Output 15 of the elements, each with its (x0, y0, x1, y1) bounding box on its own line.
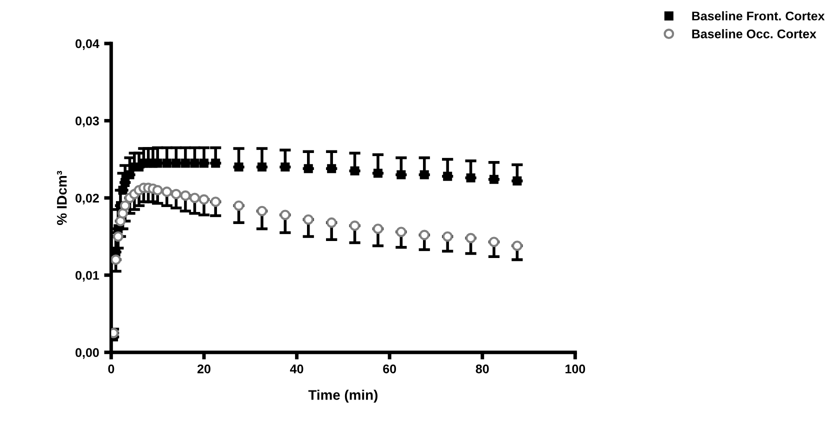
legend-label: Baseline Occ. Cortex (692, 29, 816, 38)
y-tick-label: 0,04 (76, 39, 100, 50)
x-axis-title: Time (min) (308, 390, 378, 403)
y-axis-title: % IDcm³ (56, 170, 67, 225)
x-tick-label: 80 (476, 364, 489, 374)
x-tick-label: 60 (383, 364, 396, 374)
y-tick-label: 0,02 (76, 194, 99, 204)
y-tick-label: 0,00 (76, 348, 99, 359)
x-tick-label: 20 (197, 364, 210, 374)
x-tick-label: 100 (566, 364, 586, 374)
x-tick-label: 40 (290, 364, 304, 374)
x-tick-label: 0 (108, 364, 114, 374)
y-tick-label: 0,03 (76, 116, 99, 128)
y-tick-label: 0,01 (76, 270, 100, 282)
legend-label: Baseline Front. Cortex (692, 11, 825, 20)
